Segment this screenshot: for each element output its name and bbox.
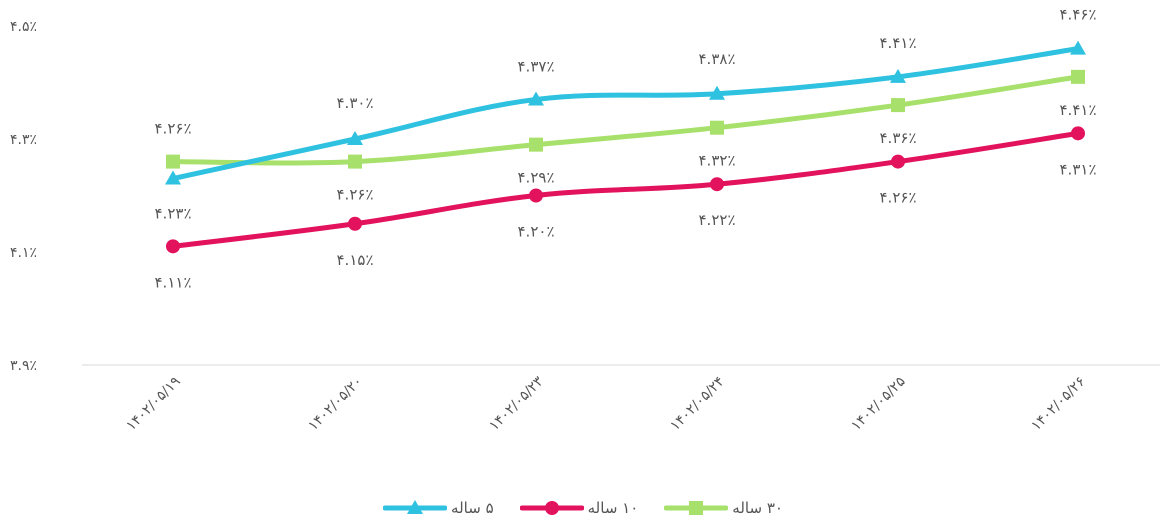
legend-item: ۱۰ ساله [519, 498, 639, 518]
data-point [165, 170, 181, 185]
x-tick-label: ۱۴۰۲/۰۵/۲۰ [305, 374, 366, 435]
legend-label: ۵ ساله [451, 499, 494, 517]
x-tick-label: ۱۴۰۲/۰۵/۲۶ [1028, 374, 1089, 435]
data-label: ۴.۳۰٪ [337, 94, 374, 112]
legend-item: ۵ ساله [383, 498, 494, 518]
data-label: ۴.۳۱٪ [1060, 160, 1097, 178]
series-group [165, 40, 1086, 254]
y-tick-label: ۳.۹٪ [10, 358, 37, 374]
series-square [166, 69, 1085, 169]
data-label: ۴.۳۲٪ [699, 152, 736, 170]
legend-marker [689, 501, 704, 515]
data-point [347, 131, 363, 145]
data-label: ۴.۲۶٪ [337, 186, 374, 204]
data-point [166, 154, 180, 169]
x-tick-label: ۱۴۰۲/۰۵/۲۵ [848, 374, 909, 435]
legend-swatch [383, 500, 448, 514]
legend: ۵ ساله ۱۰ ساله ۳۰ ساله [0, 496, 1166, 520]
series-line [170, 46, 1081, 182]
data-point [709, 85, 725, 100]
data-point [348, 154, 362, 169]
legend-marker [407, 500, 424, 514]
x-tick-label: ۱۴۰۲/۰۵/۲۴ [667, 374, 728, 435]
data-label: ۴.۲۲٪ [699, 211, 736, 229]
series-circle [166, 126, 1085, 254]
data-label: ۴.۳۷٪ [518, 57, 555, 75]
data-point [166, 239, 180, 254]
data-label: ۴.۱۱٪ [155, 273, 192, 291]
data-point [1070, 40, 1086, 55]
data-labels: ۴.۲۳٪ ۴.۳۰٪ ۴.۳۷٪ ۴.۳۸٪ ۴.۴۱٪ ۴.۴۶٪ ۴.۱۱٪ ۴.۱۵٪… [155, 6, 1097, 292]
legend-marker [544, 501, 559, 515]
data-label: ۴.۳۶٪ [880, 129, 917, 147]
data-point [710, 120, 724, 135]
y-tick-label: ۴.۵٪ [10, 19, 37, 35]
legend-swatch [664, 501, 729, 515]
y-tick-label: ۴.۱٪ [10, 245, 37, 261]
data-label: ۴.۲۶٪ [155, 120, 192, 138]
data-label: ۴.۴۱٪ [1060, 101, 1097, 119]
data-point [529, 137, 543, 152]
data-label: ۴.۲۳٪ [155, 205, 192, 223]
data-point [348, 216, 362, 231]
data-label: ۴.۴۱٪ [880, 34, 917, 52]
legend-label: ۱۰ ساله [587, 499, 639, 517]
data-label: ۴.۳۸٪ [699, 50, 736, 68]
y-tick-label: ۴.۳٪ [10, 132, 37, 148]
x-tick-label: ۱۴۰۲/۰۵/۲۳ [486, 373, 547, 434]
data-point [528, 91, 544, 106]
data-point [890, 68, 906, 83]
y-axis: ۳.۹٪ ۴.۱٪ ۴.۳٪ ۴.۵٪ [10, 19, 37, 374]
series-line [170, 74, 1081, 166]
series-triangle [165, 40, 1086, 185]
legend-swatch [519, 501, 584, 515]
data-label: ۴.۲۹٪ [518, 169, 555, 187]
x-tick-label: ۱۴۰۲/۰۵/۱۹ [123, 374, 184, 435]
data-point [529, 188, 543, 203]
data-label: ۴.۲۰٪ [518, 223, 555, 241]
legend-label: ۳۰ ساله [732, 499, 783, 517]
data-point [891, 154, 905, 169]
data-label: ۴.۴۶٪ [1060, 6, 1097, 24]
data-label: ۴.۲۶٪ [880, 189, 917, 207]
series-line [170, 130, 1081, 249]
data-point [710, 177, 724, 192]
x-axis: ۱۴۰۲/۰۵/۱۹ ۱۴۰۲/۰۵/۲۰ ۱۴۰۲/۰۵/۲۳ ۱۴۰۲/۰۵/۲۴… [123, 373, 1089, 434]
data-point [891, 98, 905, 113]
legend-item: ۳۰ ساله [664, 498, 783, 518]
data-label: ۴.۱۵٪ [337, 251, 374, 269]
data-point [1071, 69, 1085, 84]
data-point [1071, 126, 1085, 141]
